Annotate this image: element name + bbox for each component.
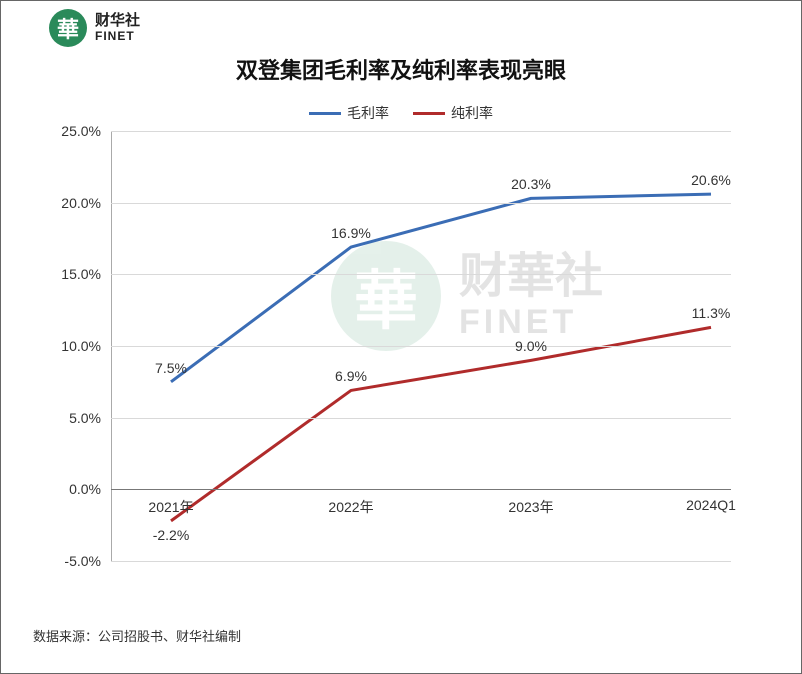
x-tick-label: 2021年 — [148, 497, 193, 517]
y-tick-label: 20.0% — [41, 195, 101, 211]
line-series — [171, 327, 711, 521]
x-tick-label: 2022年 — [328, 497, 373, 517]
legend-swatch-series2 — [413, 112, 445, 115]
data-source-note: 数据来源：公司招股书、财华社编制 — [33, 626, 241, 645]
data-label: 7.5% — [155, 360, 187, 376]
logo-text: 财华社 FINET — [95, 13, 140, 43]
x-tick-label: 2023年 — [508, 497, 553, 517]
logo-en: FINET — [95, 30, 140, 43]
x-tick-label: 2024Q1 — [686, 497, 736, 513]
y-tick-label: -5.0% — [41, 553, 101, 569]
legend-label-series1: 毛利率 — [347, 103, 389, 123]
y-tick-label: 5.0% — [41, 410, 101, 426]
y-tick-label: 10.0% — [41, 338, 101, 354]
y-tick-label: 15.0% — [41, 266, 101, 282]
plot-area: -5.0%0.0%5.0%10.0%15.0%20.0%25.0%2021年20… — [111, 131, 731, 561]
legend-item-series1: 毛利率 — [309, 103, 389, 123]
y-tick-label: 0.0% — [41, 481, 101, 497]
data-label: 11.3% — [692, 305, 731, 321]
data-label: 9.0% — [515, 338, 547, 354]
legend-swatch-series1 — [309, 112, 341, 115]
legend-item-series2: 纯利率 — [413, 103, 493, 123]
gridline — [111, 203, 731, 204]
chart-title: 双登集团毛利率及纯利率表现亮眼 — [1, 53, 801, 85]
chart-container: 華 财华社 FINET 華 财華社 FINET 双登集团毛利率及纯利率表现亮眼 … — [0, 0, 802, 674]
chart-legend: 毛利率 纯利率 — [1, 103, 801, 123]
data-label: 20.6% — [691, 172, 731, 188]
gridline — [111, 561, 731, 562]
gridline — [111, 131, 731, 132]
gridline — [111, 274, 731, 275]
logo-cn: 财华社 — [95, 13, 140, 30]
legend-label-series2: 纯利率 — [451, 103, 493, 123]
gridline — [111, 489, 731, 490]
data-label: -2.2% — [153, 527, 190, 543]
gridline — [111, 418, 731, 419]
data-label: 20.3% — [511, 176, 551, 192]
logo-mark-icon: 華 — [49, 9, 87, 47]
brand-logo: 華 财华社 FINET — [49, 9, 140, 47]
line-series — [171, 194, 711, 382]
data-label: 16.9% — [331, 225, 371, 241]
gridline — [111, 346, 731, 347]
data-label: 6.9% — [335, 368, 367, 384]
y-tick-label: 25.0% — [41, 123, 101, 139]
